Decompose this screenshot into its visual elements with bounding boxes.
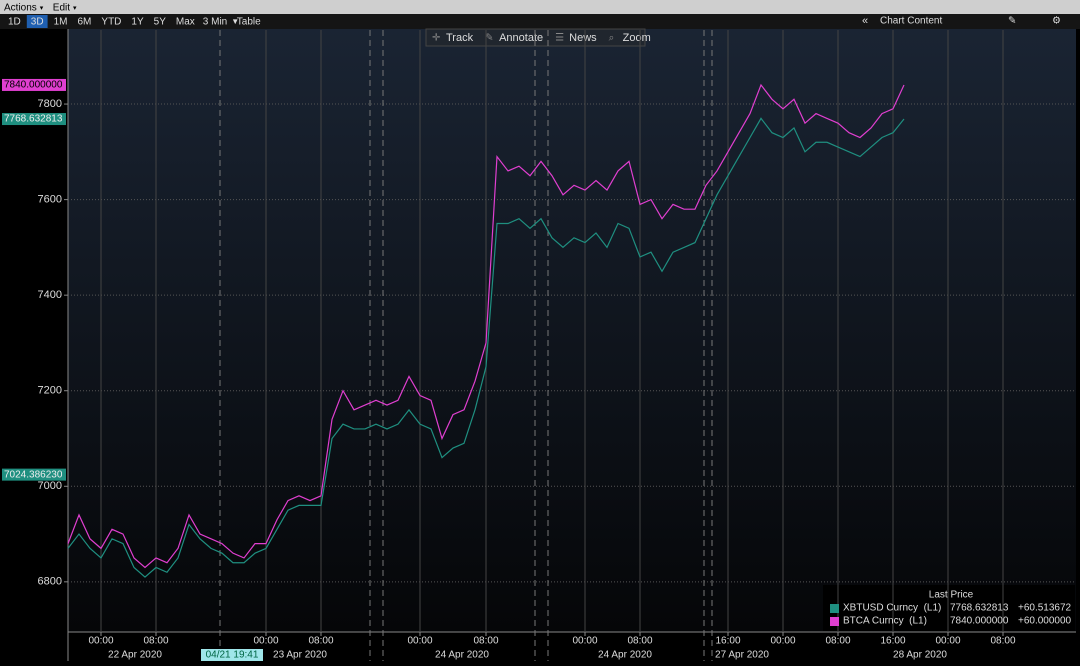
date-label: 28 Apr 2020 <box>893 650 947 661</box>
menu-item[interactable]: Edit <box>53 3 70 14</box>
legend-swatch <box>830 604 839 613</box>
x-tick-label: 08:00 <box>627 636 652 647</box>
tool-icon: ⌕ <box>609 33 615 44</box>
y-axis-area <box>0 29 68 661</box>
price-tag: 7840.000000 <box>4 80 63 91</box>
range-button[interactable]: YTD <box>101 17 121 28</box>
date-label: 24 Apr 2020 <box>435 650 489 661</box>
x-tick-label: 00:00 <box>770 636 795 647</box>
y-tick-label: 7800 <box>38 98 62 110</box>
x-tick-label: 00:00 <box>88 636 113 647</box>
range-selected <box>26 15 48 28</box>
menu-arrow: ▾ <box>73 5 77 12</box>
price-tag: 7768.632813 <box>4 114 63 125</box>
chart-content[interactable]: Chart Content <box>880 16 942 27</box>
tool-icon: ✎ <box>485 33 493 44</box>
range-button[interactable]: 3D <box>31 17 44 28</box>
y-tick-label: 6800 <box>38 576 62 588</box>
range-button[interactable]: 1Y <box>131 17 144 28</box>
x-tick-label: 00:00 <box>253 636 278 647</box>
menu-item[interactable]: Actions <box>4 3 37 14</box>
tool-button[interactable]: Track <box>446 32 474 44</box>
cursor-label: 04/21 19:41 <box>206 650 259 661</box>
table-button[interactable]: Table <box>237 17 261 28</box>
legend-swatch <box>830 617 839 626</box>
x-tick-label: 16:00 <box>715 636 740 647</box>
range-button[interactable]: 1M <box>54 17 68 28</box>
tool-button[interactable]: News <box>569 32 597 44</box>
date-label: 27 Apr 2020 <box>715 650 769 661</box>
legend-name: BTCA Curncy (L1) <box>843 616 927 627</box>
legend-last: 7840.000000 <box>950 616 1009 627</box>
x-tick-label: 08:00 <box>825 636 850 647</box>
tool-icon: ☰ <box>555 33 564 44</box>
price-line <box>67 83 905 569</box>
tool-button[interactable]: Zoom <box>623 32 651 44</box>
edit-icon[interactable]: ✎ <box>1008 16 1016 27</box>
date-label: 22 Apr 2020 <box>108 650 162 661</box>
x-tick-label: 08:00 <box>990 636 1015 647</box>
legend-change: +60.513672 <box>1018 603 1072 614</box>
menu-arrow: ▾ <box>40 5 44 12</box>
range-button[interactable]: 1D <box>8 17 21 28</box>
interval-select[interactable]: 3 Min <box>203 17 227 28</box>
y-tick-label: 7400 <box>38 289 62 301</box>
y-tick-label: 7000 <box>38 480 62 492</box>
range-button[interactable]: 5Y <box>154 17 167 28</box>
x-tick-label: 16:00 <box>880 636 905 647</box>
x-tick-label: 00:00 <box>935 636 960 647</box>
y-tick-label: 7200 <box>38 385 62 397</box>
menu-bar <box>0 0 1080 14</box>
price-line <box>67 117 905 578</box>
range-button[interactable]: Max <box>176 17 195 28</box>
legend-last: 7768.632813 <box>950 603 1009 614</box>
date-label: 23 Apr 2020 <box>273 650 327 661</box>
x-tick-label: 00:00 <box>572 636 597 647</box>
settings-icon[interactable]: ⚙ <box>1052 16 1061 27</box>
legend-name: XBTUSD Curncy (L1) <box>843 603 941 614</box>
legend-header: Last Price <box>929 590 974 601</box>
x-tick-label: 00:00 <box>407 636 432 647</box>
cursor-label-box <box>201 649 263 661</box>
legend-change: +60.000000 <box>1018 616 1072 627</box>
plot-area <box>68 29 1076 632</box>
tool-button[interactable]: Annotate <box>499 32 543 44</box>
price-tag-box <box>2 468 66 481</box>
date-label: 24 Apr 2020 <box>598 650 652 661</box>
interval-arrow: ▼ <box>231 17 239 26</box>
x-tick-label: 08:00 <box>308 636 333 647</box>
range-button[interactable]: 6M <box>78 17 92 28</box>
tool-icon: ✛ <box>432 33 440 44</box>
toolbar <box>0 14 1080 29</box>
x-tick-label: 08:00 <box>143 636 168 647</box>
price-tag-box <box>2 78 66 91</box>
legend-box <box>823 585 1075 631</box>
price-tag-box <box>2 113 66 126</box>
price-tag: 7024.386230 <box>4 469 63 480</box>
x-tick-label: 08:00 <box>473 636 498 647</box>
y-tick-label: 7600 <box>38 194 62 206</box>
collapse-icon[interactable]: « <box>862 15 868 27</box>
